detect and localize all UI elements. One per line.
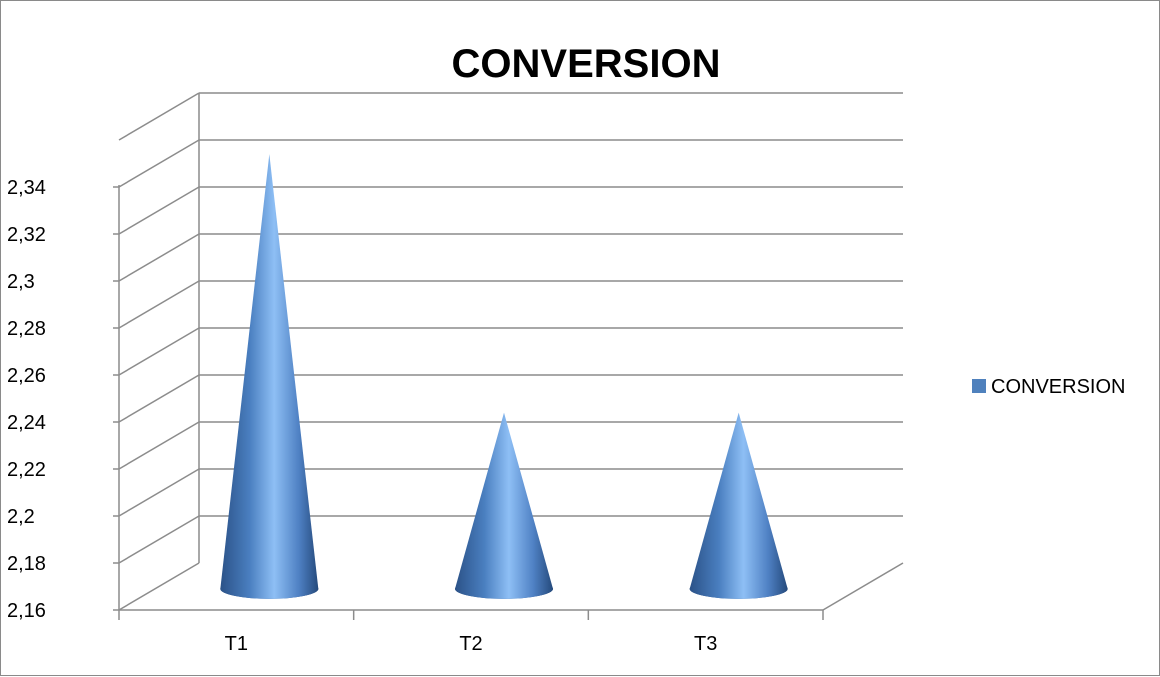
cone-body	[455, 412, 553, 599]
legend: CONVERSION	[972, 376, 1125, 398]
side-wall-top-edge	[118, 92, 200, 141]
x-tick-label: T2	[459, 633, 482, 655]
cone-T1	[220, 154, 319, 599]
y-tick-label: 2,28	[7, 318, 46, 340]
side-wall-gridline	[118, 327, 200, 376]
y-tick-label: 2,34	[7, 177, 46, 199]
side-wall-gridline	[118, 280, 200, 329]
y-tick-label: 2,2	[7, 506, 35, 528]
y-tick-label: 2,32	[7, 224, 46, 246]
side-wall-gridline	[118, 374, 200, 423]
legend-swatch	[972, 379, 986, 393]
cone-T2	[455, 412, 553, 599]
side-wall-gridline	[118, 562, 200, 611]
y-tick-label: 2,18	[7, 553, 46, 575]
side-wall-gridline	[118, 186, 200, 235]
cone-body	[220, 154, 319, 599]
x-tick-label: T3	[694, 633, 717, 655]
side-wall-gridline	[118, 421, 200, 470]
side-wall-gridline	[118, 139, 200, 188]
chart-title: CONVERSION	[452, 42, 721, 86]
gridlines	[118, 92, 903, 611]
x-tick-labels: T1 T2 T3	[225, 633, 718, 655]
cone-T3	[689, 412, 788, 599]
axes	[113, 185, 904, 620]
y-tick-label: 2,22	[7, 459, 46, 481]
cone-body	[689, 412, 788, 599]
y-tick-label: 2,26	[7, 365, 46, 387]
y-tick-labels: 2,16 2,18 2,2 2,22 2,24 2,26 2,28 2,3 2,32 2,34	[7, 177, 46, 622]
side-wall-gridline	[118, 515, 200, 564]
y-tick-label: 2,24	[7, 412, 46, 434]
side-wall-gridline	[118, 468, 200, 517]
y-tick-label: 2,3	[7, 271, 35, 293]
floor-right-edge	[822, 562, 904, 611]
side-wall-gridline	[118, 233, 200, 282]
legend-label: CONVERSION	[991, 376, 1125, 398]
x-tick-label: T1	[225, 633, 248, 655]
y-tick-label: 2,16	[7, 600, 46, 622]
cones	[220, 154, 788, 599]
